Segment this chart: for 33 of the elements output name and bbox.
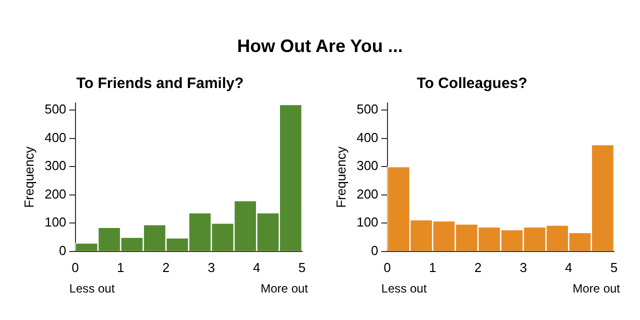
- x-tick-label: 3: [208, 260, 215, 275]
- y-tick-label: 300: [356, 158, 378, 174]
- chart-title: To Colleagues?: [416, 75, 528, 92]
- x-tick-label: 1: [117, 260, 124, 275]
- text: Less out: [381, 281, 428, 296]
- text: More out: [572, 281, 621, 296]
- chart-title: To Friends and Family?: [76, 75, 244, 92]
- x-tick-label: 2: [162, 260, 170, 275]
- y-axis-title: Frequency: [333, 146, 348, 208]
- y-tick-label: 200: [356, 186, 378, 202]
- x-tick-label: 0: [384, 260, 391, 275]
- y-tick-label: 500: [356, 102, 378, 117]
- x-tick-label: 0: [72, 260, 79, 275]
- x-tick-label: 3: [520, 260, 527, 275]
- y-axis-title: Frequency: [21, 146, 36, 208]
- y-tick-label: 500: [44, 102, 66, 117]
- y-tick-label: 400: [44, 130, 66, 145]
- y-tick-label: 0: [371, 242, 378, 258]
- x-tick-label: 2: [474, 260, 482, 275]
- y-tick-label: 0: [59, 242, 66, 258]
- x-tick-label: 4: [253, 260, 260, 275]
- y-tick-label: 100: [44, 214, 66, 230]
- y-tick-label: 300: [44, 158, 66, 174]
- x-tick-label: 4: [565, 260, 572, 275]
- y-tick-label: 200: [44, 186, 66, 202]
- y-tick-label: 400: [356, 130, 378, 145]
- text: Less out: [69, 281, 116, 296]
- text: More out: [260, 281, 309, 296]
- x-tick-label: 5: [298, 260, 306, 275]
- x-tick-label: 1: [429, 260, 436, 275]
- text: How Out Are You ...: [236, 35, 404, 58]
- y-tick-label: 100: [356, 214, 378, 230]
- x-tick-label: 5: [610, 260, 618, 275]
